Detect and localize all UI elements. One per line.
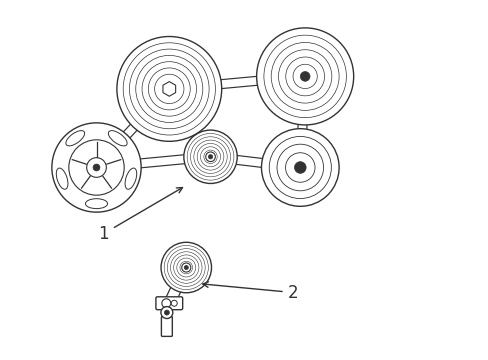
Circle shape: [162, 299, 170, 308]
Circle shape: [171, 300, 177, 306]
Circle shape: [52, 123, 141, 212]
Polygon shape: [96, 152, 210, 172]
Ellipse shape: [125, 168, 137, 189]
Polygon shape: [163, 82, 175, 96]
Ellipse shape: [108, 131, 127, 146]
Polygon shape: [209, 152, 300, 172]
Circle shape: [93, 164, 100, 171]
Circle shape: [208, 154, 212, 159]
Circle shape: [86, 158, 106, 177]
Circle shape: [164, 310, 169, 315]
Circle shape: [256, 28, 353, 125]
Circle shape: [184, 265, 188, 270]
Circle shape: [69, 140, 124, 195]
Circle shape: [183, 130, 237, 184]
Circle shape: [294, 162, 305, 173]
Polygon shape: [168, 72, 305, 93]
Ellipse shape: [66, 131, 84, 146]
Polygon shape: [93, 86, 172, 171]
Polygon shape: [164, 265, 191, 306]
Circle shape: [261, 129, 338, 206]
Text: 1: 1: [98, 188, 182, 243]
Ellipse shape: [85, 199, 107, 208]
Ellipse shape: [56, 168, 68, 189]
Circle shape: [205, 152, 215, 162]
Circle shape: [161, 242, 211, 293]
Circle shape: [161, 307, 172, 319]
FancyBboxPatch shape: [161, 316, 172, 336]
Text: 2: 2: [203, 282, 298, 302]
Circle shape: [300, 72, 309, 81]
FancyBboxPatch shape: [156, 297, 183, 310]
Circle shape: [117, 36, 221, 141]
Polygon shape: [295, 76, 309, 168]
Circle shape: [182, 263, 190, 272]
